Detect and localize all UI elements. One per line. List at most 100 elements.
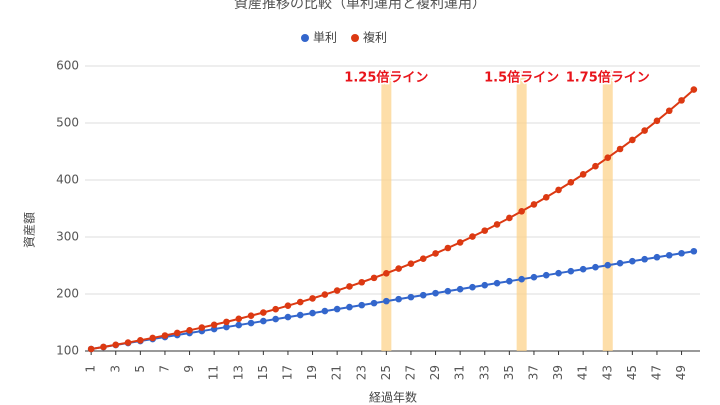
data-point: [370, 299, 378, 307]
data-point: [395, 295, 402, 303]
x-tick-label: 9: [182, 365, 196, 373]
data-point: [346, 283, 353, 290]
x-tick-label: 43: [600, 365, 614, 380]
data-point: [616, 145, 624, 153]
x-tick-label: 5: [133, 365, 147, 373]
x-tick-label: 25: [379, 365, 393, 380]
x-tick-label: 31: [453, 365, 467, 380]
highlight-band: [381, 70, 392, 351]
data-point: [100, 343, 107, 351]
data-point: [432, 289, 439, 297]
y-tick-label: 200: [56, 287, 79, 301]
data-point: [567, 178, 575, 186]
legend-label: 複利: [363, 30, 387, 45]
y-tick-label: 500: [56, 116, 79, 130]
y-tick-label: 600: [56, 59, 79, 73]
highlight-band: [602, 70, 613, 351]
data-point: [333, 287, 341, 294]
x-tick-label: 13: [231, 365, 245, 380]
data-point: [284, 302, 292, 309]
data-point: [567, 267, 575, 275]
x-tick-label: 17: [280, 365, 294, 380]
data-point: [407, 260, 415, 267]
data-point: [284, 313, 292, 321]
data-point: [296, 298, 304, 306]
data-point: [555, 269, 562, 277]
data-point: [198, 324, 206, 331]
data-point: [665, 251, 673, 259]
data-point: [542, 193, 550, 201]
data-point: [604, 261, 612, 269]
data-point: [333, 305, 341, 313]
data-point: [124, 339, 132, 346]
data-point: [506, 214, 513, 222]
annotation-label: 1.75倍ライン: [566, 70, 650, 86]
data-point: [383, 270, 390, 277]
data-point: [161, 332, 169, 339]
data-point: [481, 281, 489, 289]
data-point: [395, 265, 402, 272]
data-point: [309, 295, 316, 302]
y-tick-label: 300: [56, 230, 79, 244]
data-point: [358, 278, 366, 286]
data-point: [690, 86, 698, 93]
data-point: [579, 171, 587, 178]
data-point: [112, 341, 120, 349]
x-tick-label: 19: [305, 365, 319, 380]
data-point: [321, 307, 329, 315]
x-tick-label: 7: [157, 365, 171, 373]
data-point: [247, 312, 255, 320]
x-tick-label: 45: [625, 365, 639, 380]
chart-title: 資産推移の比較（単利運用と複利運用）: [234, 0, 486, 12]
data-point: [272, 305, 279, 313]
data-point: [481, 227, 489, 234]
legend-marker: [301, 34, 309, 42]
data-point: [370, 274, 378, 282]
data-point: [592, 263, 599, 271]
data-point: [210, 321, 218, 329]
data-point: [260, 309, 267, 316]
data-point: [456, 285, 464, 293]
data-point: [321, 291, 329, 298]
x-tick-label: 3: [108, 365, 122, 373]
data-point: [358, 301, 366, 309]
data-point: [690, 247, 698, 255]
x-tick-label: 11: [207, 365, 221, 380]
data-point: [678, 97, 685, 104]
data-point: [629, 136, 636, 144]
x-tick-label: 39: [551, 365, 565, 380]
data-point: [469, 283, 476, 291]
data-point: [432, 250, 439, 257]
data-point: [592, 162, 599, 170]
data-point: [629, 257, 636, 265]
x-tick-label: 47: [649, 365, 663, 380]
data-point: [469, 233, 476, 240]
data-point: [641, 127, 648, 134]
x-tick-label: 27: [403, 365, 417, 380]
x-tick-label: 37: [526, 365, 540, 380]
data-point: [407, 293, 415, 301]
data-point: [223, 318, 230, 326]
legend-marker: [351, 34, 360, 42]
x-tick-label: 1: [84, 365, 98, 373]
data-point: [493, 279, 501, 287]
data-point: [653, 253, 661, 261]
data-point: [137, 336, 144, 344]
data-point: [235, 315, 243, 323]
x-tick-label: 35: [502, 365, 516, 380]
data-point: [223, 323, 230, 331]
data-point: [653, 117, 661, 125]
data-point: [678, 249, 685, 257]
data-point: [149, 334, 156, 342]
data-point: [272, 315, 279, 323]
data-point: [506, 277, 513, 285]
x-tick-label: 41: [576, 365, 590, 380]
data-point: [530, 201, 538, 208]
data-point: [309, 309, 316, 317]
x-axis-label: 経過年数: [369, 390, 417, 405]
data-point: [444, 287, 452, 295]
y-tick-label: 400: [56, 173, 79, 187]
annotation-label: 1.5倍ライン: [484, 70, 559, 86]
data-point: [456, 239, 464, 246]
